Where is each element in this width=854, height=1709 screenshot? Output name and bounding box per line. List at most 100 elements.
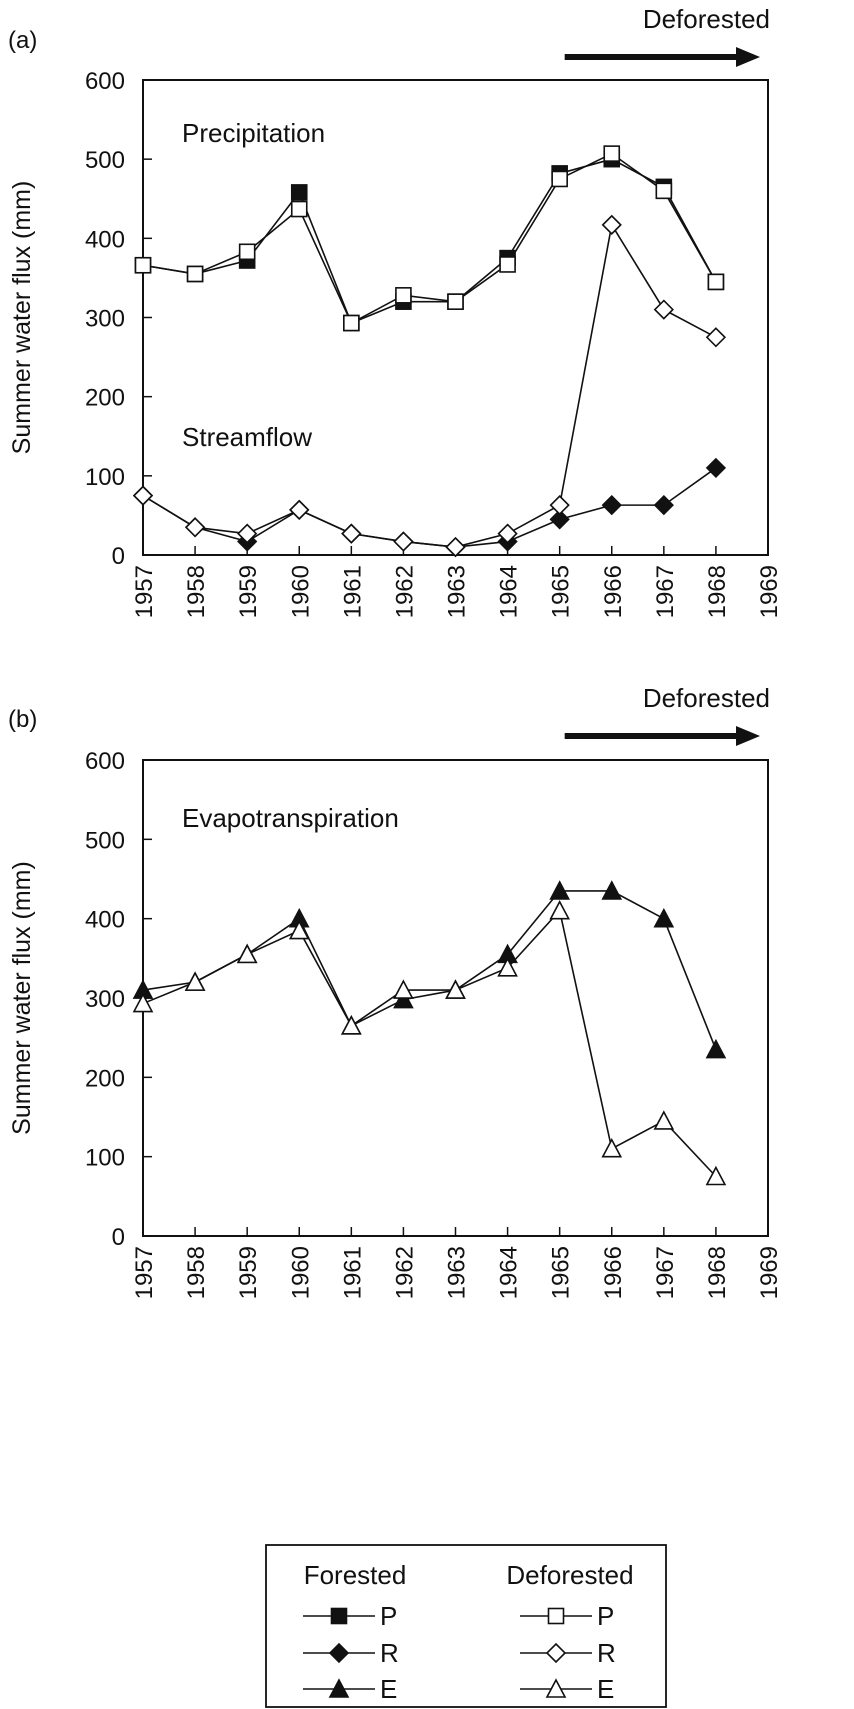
data-point (549, 900, 570, 920)
x-tick-label: 1959 (235, 565, 262, 618)
plot-area (142, 79, 769, 556)
data-point (445, 536, 466, 558)
series-r-forested (142, 467, 717, 548)
data-point (499, 256, 516, 273)
data-point (601, 880, 623, 900)
series-r-deforested (142, 222, 717, 548)
data-point (705, 1038, 727, 1059)
data-point (393, 988, 414, 1009)
deforested-label: Deforested (643, 4, 770, 34)
legend-label-forested: E (380, 1674, 397, 1704)
x-tick-label: 1967 (652, 1246, 679, 1299)
legend-marker-open (545, 1642, 567, 1664)
data-point (132, 485, 154, 506)
data-point (236, 943, 258, 964)
markers-e-deforested (132, 900, 727, 1186)
x-tick-label: 1960 (287, 565, 314, 618)
y-tick-label: 500 (85, 827, 125, 854)
data-point (551, 170, 568, 188)
panel-label: (a) (8, 27, 37, 54)
data-point (341, 1015, 362, 1035)
data-point (341, 523, 362, 544)
data-point (184, 517, 206, 538)
markers-r-deforested (132, 214, 727, 558)
x-tick-label: 1958 (183, 565, 210, 618)
x-tick-label: 1962 (391, 565, 418, 618)
y-tick-label: 200 (85, 385, 125, 412)
x-tick-label: 1964 (496, 1246, 523, 1299)
x-tick-label: 1966 (600, 565, 627, 618)
data-point (186, 265, 204, 283)
x-tick-label: 1959 (235, 1246, 262, 1299)
data-point (653, 1110, 675, 1130)
data-point (549, 494, 570, 516)
panel-b: (b) Deforested 0 100 200 300 400 500 600 1957 1958… (8, 683, 783, 1299)
series-line (142, 152, 717, 325)
data-point (290, 200, 308, 218)
series-annotation: Precipitation (182, 118, 325, 148)
x-tick-label: 1968 (704, 565, 731, 618)
y-tick-label: 100 (85, 464, 125, 491)
legend-marker-open (547, 1607, 565, 1625)
data-point (395, 287, 412, 304)
x-tick-label: 1962 (391, 1246, 418, 1299)
series-p-forested (142, 158, 717, 325)
series-annotation: Evapotranspiration (182, 803, 399, 833)
y-tick-label: 600 (85, 748, 125, 775)
legend-label-forested: R (380, 1638, 399, 1668)
x-tick-label: 1957 (131, 565, 158, 618)
y-tick-label: 0 (112, 543, 125, 570)
panel-a: (a) Deforested 0 100 200 300 400 500 600 1957 1958… (8, 4, 783, 618)
y-tick-label: 300 (85, 986, 125, 1013)
x-tick-label: 1967 (652, 565, 679, 618)
data-point (445, 979, 466, 999)
series-p-deforested (142, 152, 717, 325)
data-point (343, 314, 360, 332)
series-line (142, 222, 717, 548)
data-point (655, 182, 673, 200)
x-tick-label: 1969 (756, 565, 783, 618)
x-tick-label: 1966 (600, 1246, 627, 1299)
data-point (601, 1138, 623, 1158)
data-point (393, 531, 414, 552)
data-point (601, 214, 622, 236)
x-tick-label: 1964 (496, 565, 523, 618)
y-tick-label: 200 (85, 1065, 125, 1092)
data-point (238, 243, 256, 261)
data-point (601, 494, 622, 516)
x-tick-label: 1960 (287, 1246, 314, 1299)
series-line (142, 890, 717, 1050)
x-tick-label: 1957 (131, 1246, 158, 1299)
x-tick-label: 1965 (548, 565, 575, 618)
legend-label-forested: P (380, 1601, 397, 1631)
markers-r-forested (132, 457, 727, 558)
data-point (132, 992, 154, 1013)
series-e-forested (142, 890, 717, 1050)
legend-header-forested: Forested (304, 1560, 407, 1590)
panel-label: (b) (8, 706, 37, 733)
data-point (289, 499, 310, 521)
data-point (549, 509, 570, 530)
legend-marker-open (545, 1678, 567, 1698)
markers-p-deforested (134, 145, 725, 332)
legend-marker-filled (330, 1607, 348, 1625)
series-line (142, 158, 717, 325)
series-annotation: Streamflow (182, 422, 312, 452)
markers-e-forested (132, 880, 727, 1059)
legend-label-deforested: R (597, 1638, 616, 1668)
legend-label-deforested: P (597, 1601, 614, 1631)
y-tick-label: 400 (85, 907, 125, 934)
data-point (497, 957, 518, 977)
data-point (653, 494, 674, 516)
data-point (705, 457, 727, 479)
x-tick-label: 1961 (339, 565, 366, 618)
data-point (237, 523, 258, 544)
series-line (142, 467, 717, 548)
x-tick-label: 1969 (756, 1246, 783, 1299)
y-tick-label: 500 (85, 147, 125, 174)
legend-box (265, 1544, 667, 1708)
deforested-label: Deforested (643, 683, 770, 713)
x-tick-label: 1958 (183, 1246, 210, 1299)
data-point (653, 299, 674, 320)
